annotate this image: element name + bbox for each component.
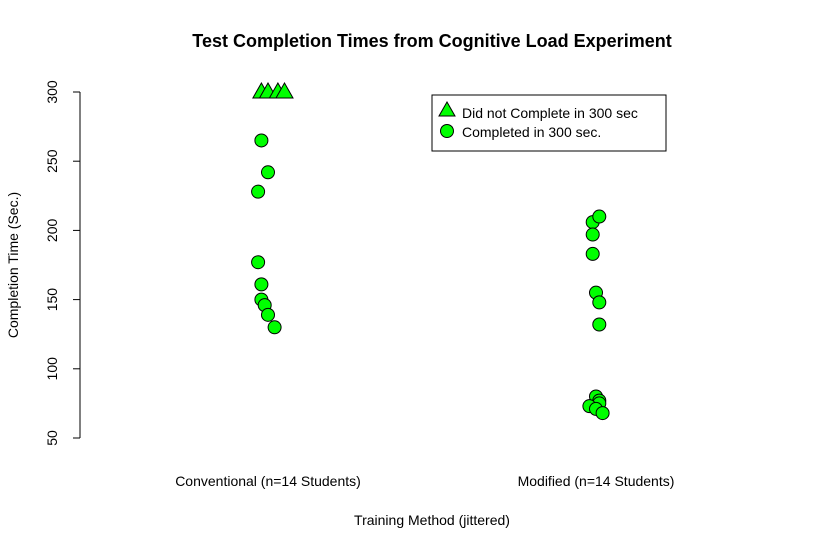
chart-title: Test Completion Times from Cognitive Loa… <box>192 31 671 51</box>
circle-point-completed <box>251 184 266 199</box>
circle-point-completed <box>592 295 607 310</box>
circle-point-completed <box>585 227 600 242</box>
circle-point-completed <box>592 209 607 224</box>
circle-point-completed <box>595 406 610 421</box>
circle-point-completed <box>592 317 607 332</box>
legend: Did not Complete in 300 sec Completed in… <box>431 94 667 152</box>
legend-label-did-not-complete: Did not Complete in 300 sec <box>462 105 638 121</box>
y-tick-label: 300 <box>44 80 60 104</box>
circle-point-completed <box>251 255 266 270</box>
x-category-label-modified: Modified (n=14 Students) <box>518 473 675 489</box>
legend-box <box>431 94 667 152</box>
legend-circle-icon <box>440 124 454 138</box>
triangle-point-did-not-complete <box>275 81 294 99</box>
y-tick-label: 50 <box>44 430 60 446</box>
y-axis-label: Completion Time (Sec.) <box>5 192 21 338</box>
circle-point-completed <box>254 277 269 292</box>
x-axis-label: Training Method (jittered) <box>354 512 510 528</box>
legend-label-completed: Completed in 300 sec. <box>462 124 601 140</box>
x-axis-category-labels: Conventional (n=14 Students) Modified (n… <box>175 473 674 489</box>
y-tick-label: 250 <box>44 149 60 173</box>
legend-triangle-icon <box>438 100 456 117</box>
circle-point-completed <box>254 133 269 148</box>
y-tick-label: 100 <box>44 357 60 381</box>
circle-point-completed <box>267 320 282 335</box>
circle-point-completed <box>261 307 275 322</box>
data-points <box>251 81 610 421</box>
circle-point-completed <box>585 246 600 261</box>
x-category-label-conventional: Conventional (n=14 Students) <box>175 473 361 489</box>
y-tick-label: 200 <box>44 219 60 243</box>
circle-point-completed <box>261 165 275 180</box>
y-tick-label: 150 <box>44 288 60 312</box>
y-axis-ticks: 50 100 150 200 250 300 <box>44 80 80 446</box>
